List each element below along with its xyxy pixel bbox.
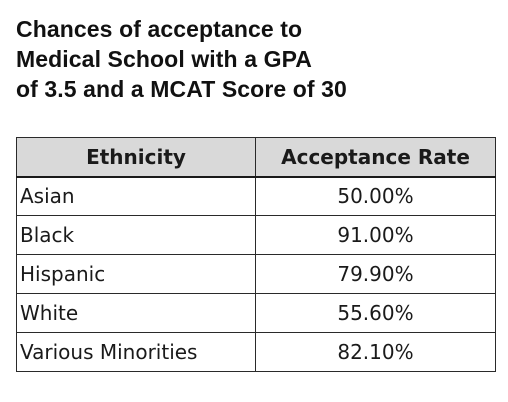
column-header-ethnicity: Ethnicity bbox=[16, 137, 256, 177]
title-line-1: Chances of acceptance to bbox=[16, 16, 303, 42]
table-row: Various Minorities 82.10% bbox=[16, 332, 496, 372]
ethnicity-cell: Black bbox=[16, 215, 256, 255]
column-header-acceptance-rate: Acceptance Rate bbox=[255, 137, 496, 177]
table-row: Hispanic 79.90% bbox=[16, 254, 496, 294]
table-row: Asian 50.00% bbox=[16, 176, 496, 216]
ethnicity-cell: Hispanic bbox=[16, 254, 256, 294]
title-line-2: Medical School with a GPA bbox=[16, 46, 313, 72]
table-header-row: Ethnicity Acceptance Rate bbox=[16, 137, 496, 177]
acceptance-rate-cell: 91.00% bbox=[255, 215, 496, 255]
title-line-3: of 3.5 and a MCAT Score of 30 bbox=[16, 76, 347, 102]
table-row: Black 91.00% bbox=[16, 215, 496, 255]
acceptance-table: Ethnicity Acceptance Rate Asian 50.00% B… bbox=[16, 137, 496, 372]
ethnicity-cell: Asian bbox=[16, 176, 256, 216]
acceptance-rate-cell: 82.10% bbox=[255, 332, 496, 372]
acceptance-rate-cell: 50.00% bbox=[255, 176, 496, 216]
ethnicity-cell: White bbox=[16, 293, 256, 333]
chart-title: Chances of acceptance to Medical School … bbox=[16, 14, 496, 104]
ethnicity-cell: Various Minorities bbox=[16, 332, 256, 372]
table-row: White 55.60% bbox=[16, 293, 496, 333]
acceptance-rate-cell: 79.90% bbox=[255, 254, 496, 294]
acceptance-rate-cell: 55.60% bbox=[255, 293, 496, 333]
